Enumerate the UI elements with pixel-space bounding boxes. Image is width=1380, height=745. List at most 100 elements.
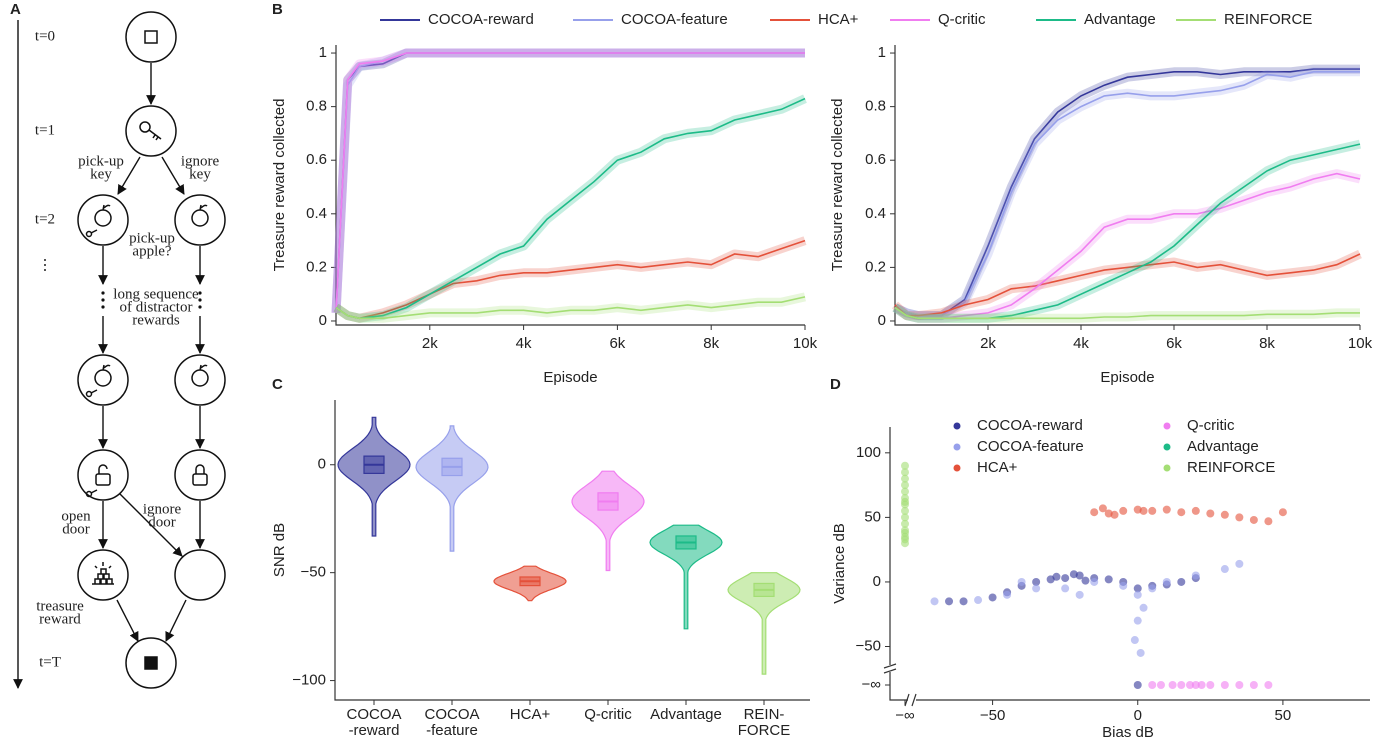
shape — [144, 656, 158, 670]
x-tick-label: COCOA — [346, 706, 401, 723]
x-axis-label: Episode — [1100, 369, 1154, 386]
y-tick-label: −50 — [856, 637, 881, 654]
point — [1162, 577, 1171, 586]
shape — [101, 298, 105, 302]
point — [1075, 590, 1084, 599]
x-tick-label: 2k — [980, 335, 996, 352]
point — [974, 596, 983, 605]
point — [1052, 572, 1061, 581]
legend-label: Q-critic — [1187, 417, 1235, 434]
y-tick-label: 100 — [856, 444, 881, 461]
line-chart: 0 0.2 0.4 0.6 0.8 1 2k 4k 6k 8k 10k Episode Treasure… — [271, 44, 818, 386]
x-tick-label: −∞ — [895, 707, 915, 724]
shape — [90, 389, 98, 394]
shape — [174, 549, 226, 601]
shape — [90, 229, 98, 234]
point — [1148, 584, 1157, 593]
point — [930, 597, 939, 606]
time-label: t=T — [39, 654, 61, 670]
violin — [727, 572, 801, 675]
point — [1104, 575, 1113, 584]
point — [1069, 570, 1078, 579]
x-tick-label: -feature — [426, 722, 478, 739]
point — [901, 506, 909, 515]
point — [1061, 574, 1070, 583]
y-tick-label: 50 — [864, 508, 881, 525]
point — [1186, 681, 1194, 689]
point — [1133, 681, 1142, 689]
scatter-chart: −∞ −50 0 50 100 −∞ −50 0 50 Bias dB Variance dB COC… — [831, 417, 1370, 741]
y-tick-label: 1 — [319, 44, 327, 61]
line — [894, 306, 1360, 320]
point — [1177, 681, 1186, 689]
point — [901, 497, 909, 506]
point — [901, 481, 909, 490]
point — [1032, 584, 1041, 593]
point — [1235, 681, 1244, 689]
point — [1235, 559, 1244, 568]
point — [1191, 571, 1200, 580]
axis-spine — [335, 45, 805, 326]
line — [335, 97, 806, 320]
edge-label: pick-up — [129, 230, 175, 246]
edge — [116, 599, 139, 642]
point — [1139, 506, 1148, 515]
shape — [139, 121, 151, 133]
x-tick-label: 6k — [1166, 335, 1182, 352]
point — [1139, 603, 1148, 612]
time-label: t=0 — [35, 28, 55, 44]
point — [901, 468, 909, 477]
legend-label: Advantage — [1187, 438, 1259, 455]
y-tick-label: 0 — [873, 573, 881, 590]
line — [894, 68, 1360, 317]
edge-label: treasure — [36, 598, 84, 614]
x-tick-label: 8k — [703, 335, 719, 352]
shape — [90, 489, 98, 494]
line-chart: 0 0.2 0.4 0.6 0.8 1 2k 4k 6k 8k 10k Episode Treasure… — [829, 44, 1373, 386]
point — [1110, 510, 1119, 519]
y-axis-label: Treasure reward collected — [271, 99, 288, 272]
edge-label: long sequence — [113, 286, 199, 302]
point — [1098, 504, 1107, 513]
violin — [571, 470, 645, 572]
edge-label: key — [189, 166, 211, 182]
point — [1168, 681, 1177, 689]
point — [1133, 616, 1142, 625]
y-tick-label: −∞ — [862, 676, 882, 693]
shape — [85, 490, 93, 498]
edge-label: pick-up — [78, 153, 124, 169]
y-tick-label: 0.2 — [865, 258, 886, 275]
edge-label: key — [90, 166, 112, 182]
point — [1206, 681, 1215, 689]
y-tick-label: 0.4 — [865, 205, 886, 222]
shape — [77, 194, 129, 246]
point — [959, 597, 968, 606]
x-tick-label: −50 — [980, 707, 1005, 724]
axis-spine — [334, 400, 810, 701]
point — [988, 593, 997, 602]
shape — [174, 354, 226, 406]
point — [1032, 577, 1041, 586]
point — [1090, 508, 1099, 517]
y-tick-label: 0.6 — [865, 151, 886, 168]
shape — [85, 390, 93, 398]
point — [945, 597, 954, 606]
x-tick-label: REIN- — [744, 706, 785, 723]
point — [1148, 681, 1157, 689]
shape — [198, 291, 202, 295]
shape — [195, 464, 205, 474]
line-band — [893, 64, 1360, 321]
point — [901, 474, 909, 483]
x-tick-label: 10k — [793, 335, 818, 352]
y-axis-label: Variance dB — [831, 523, 848, 604]
line — [894, 253, 1361, 317]
point — [1264, 517, 1273, 526]
legend-label: REINFORCE — [1224, 11, 1312, 28]
point — [901, 519, 909, 528]
shape — [191, 364, 209, 387]
time-label: t=1 — [35, 122, 55, 138]
edges — [98, 63, 205, 642]
x-axis-label: Bias dB — [1102, 724, 1154, 741]
shape — [77, 449, 129, 501]
